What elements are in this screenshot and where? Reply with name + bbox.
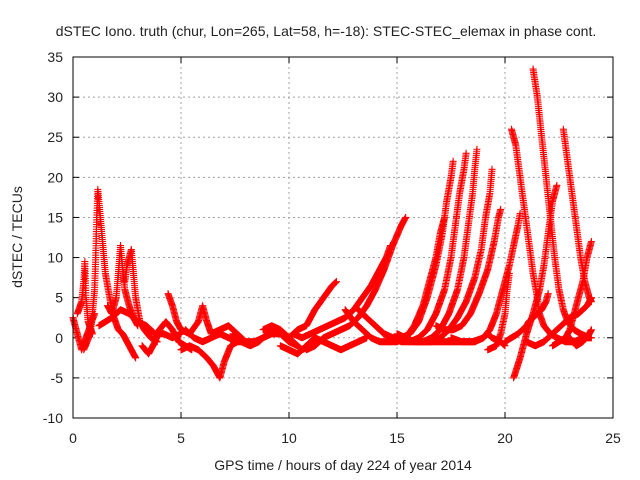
chart-title: dSTEC Iono. truth (chur, Lon=265, Lat=58… (56, 23, 596, 39)
data-point (473, 145, 481, 153)
y-tick-label: -10 (43, 410, 63, 426)
y-tick-label: 25 (47, 129, 63, 145)
plot-frame (72, 56, 614, 419)
data-point (331, 279, 339, 287)
x-tick-label: 10 (281, 430, 297, 446)
y-tick-label: 20 (47, 169, 63, 185)
y-tick-label: 5 (55, 290, 63, 306)
grid (73, 57, 613, 418)
data-point (488, 165, 496, 173)
y-tick-label: 15 (47, 209, 63, 225)
y-tick-label: 35 (47, 49, 63, 65)
data-point (462, 149, 470, 157)
data-point (449, 157, 457, 165)
y-tick-label: -5 (51, 370, 64, 386)
y-tick-label: 10 (47, 250, 63, 266)
x-axis-label: GPS time / hours of day 224 of year 2014 (214, 457, 472, 473)
x-tick-label: 20 (497, 430, 513, 446)
axis-ticks: 0 5 10 15 20 25 -10 -5 0 5 10 15 20 25 30 35 (43, 49, 621, 446)
data-point (333, 278, 341, 286)
data-point (132, 354, 140, 362)
x-tick-label: 25 (605, 430, 621, 446)
data-points (69, 65, 595, 382)
y-tick-label: 30 (47, 89, 63, 105)
data-point (497, 205, 505, 213)
y-tick-label: 0 (55, 330, 63, 346)
x-tick-label: 15 (389, 430, 405, 446)
data-point (402, 213, 410, 221)
x-tick-label: 0 (69, 430, 77, 446)
data-point (332, 278, 340, 286)
y-axis-label: dSTEC / TECUs (9, 186, 25, 288)
x-tick-label: 5 (177, 430, 185, 446)
